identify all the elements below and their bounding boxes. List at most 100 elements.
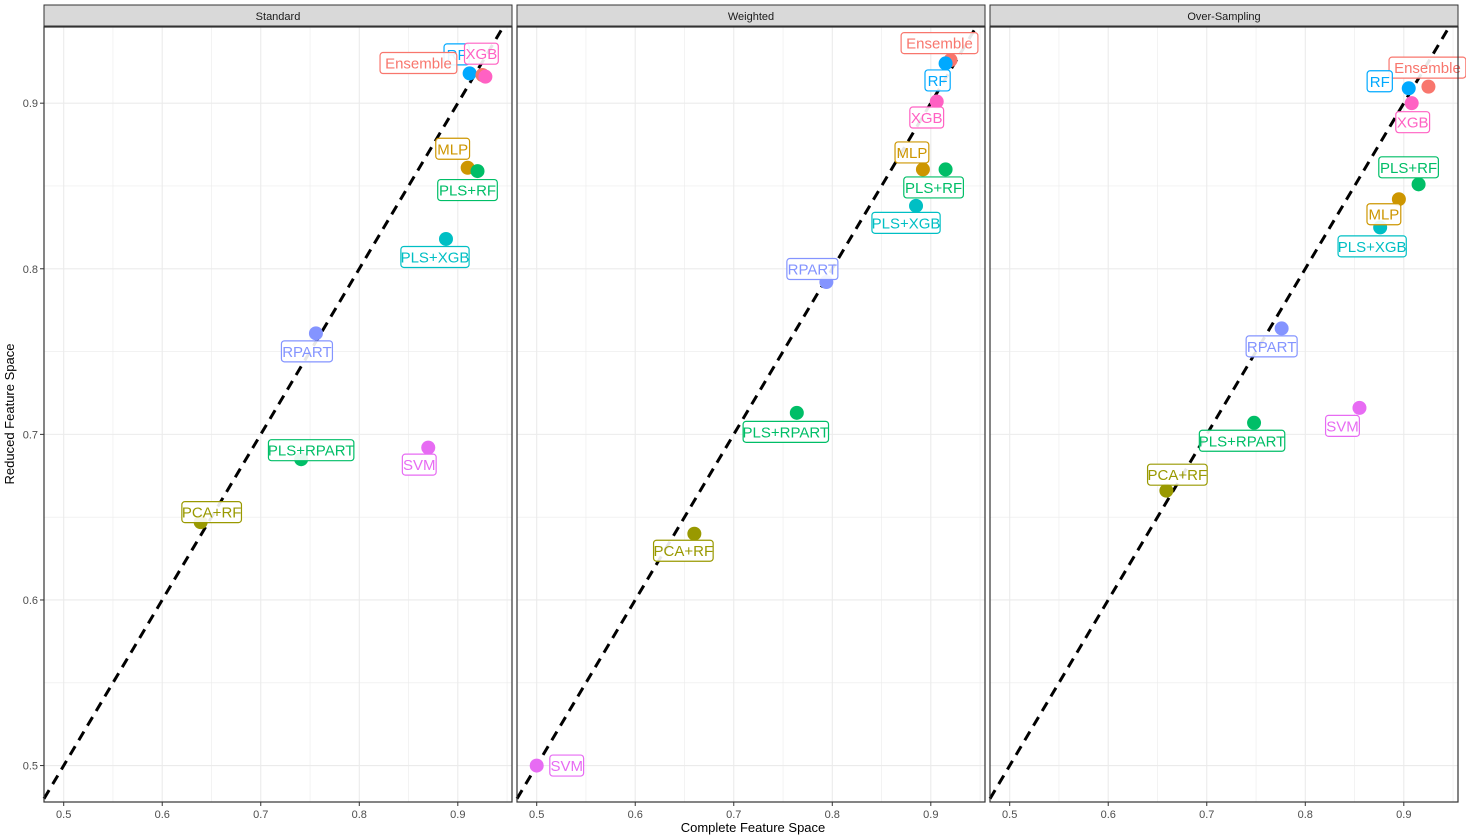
point-label-box — [1198, 429, 1286, 452]
panel-title: Standard — [256, 11, 301, 23]
x-tick-label: 0.9 — [923, 809, 938, 821]
point-label: PLS+RPART — [1198, 429, 1286, 452]
data-point — [529, 758, 544, 773]
data-point — [421, 440, 436, 455]
panel-strip — [43, 4, 513, 27]
data-point — [308, 326, 323, 341]
data-point — [1401, 81, 1416, 96]
x-tick-label: 0.7 — [1199, 809, 1214, 821]
point-label: PLS+XGB — [871, 211, 941, 234]
panel-1: Weighted Ensemble RF XGB MLP PLS+RF PLS+XGB RPA… — [515, 4, 986, 821]
x-tick-label: 0.5 — [1002, 809, 1017, 821]
point-label-text: PCA+RF — [182, 505, 242, 522]
data-point — [478, 69, 493, 84]
x-tick-label: 0.6 — [155, 809, 170, 821]
data-point — [1391, 192, 1406, 207]
point-label: PLS+RPART — [267, 439, 355, 462]
x-tick-label: 0.9 — [450, 809, 465, 821]
point-label-box — [1324, 414, 1360, 437]
data-point — [1274, 321, 1289, 336]
panel-strip — [989, 4, 1459, 27]
panel-border — [989, 26, 1459, 803]
point-label: MLP — [894, 141, 930, 164]
point-label-box — [280, 340, 334, 363]
point-label-box — [463, 42, 499, 65]
point-label-text: PLS+XGB — [872, 215, 941, 232]
point-label-text: RF — [1370, 74, 1390, 91]
point-label-box — [742, 420, 830, 443]
point-label-text: RPART — [1247, 339, 1296, 356]
data-point — [1411, 177, 1426, 192]
point-label-box — [400, 245, 470, 269]
point-label-box — [909, 106, 945, 129]
point-label-text: Ensemble — [1394, 60, 1461, 77]
point-label-text: SVM — [550, 758, 583, 775]
point-label-text: MLP — [897, 145, 928, 162]
point-label: PCA+RF — [181, 501, 243, 524]
identity-reference-line — [42, 26, 505, 800]
point-label-text: RF — [928, 73, 948, 90]
data-point — [915, 162, 930, 177]
point-label-box — [267, 439, 355, 462]
y-tick-label: 0.6 — [23, 595, 38, 607]
point-label-text: XGB — [466, 46, 498, 63]
point-label-text: PLS+RPART — [268, 443, 355, 460]
data-point — [1421, 79, 1436, 94]
point-label: Ensemble — [1388, 56, 1466, 79]
point-label-text: MLP — [437, 141, 468, 158]
identity-reference-line — [988, 26, 1451, 800]
point-label: SVM — [401, 453, 437, 476]
data-point — [438, 231, 453, 246]
point-label-text: PLS+RPART — [743, 424, 830, 441]
point-label: RPART — [786, 257, 839, 281]
point-label: PLS+RF — [1378, 156, 1439, 179]
point-label: PLS+XGB — [1337, 235, 1407, 258]
point-label: PLS+RF — [437, 178, 498, 202]
point-label-text: Ensemble — [385, 56, 452, 73]
point-label-text: PLS+RF — [439, 183, 496, 200]
point-label: PLS+XGB — [400, 245, 470, 269]
point-label-box — [181, 501, 243, 524]
point-label-text: SVM — [403, 457, 436, 474]
data-point — [687, 526, 702, 541]
panel-title: Weighted — [728, 11, 774, 23]
point-label-box — [1337, 235, 1407, 258]
point-label-text: PLS+RF — [1380, 160, 1437, 177]
data-point — [938, 162, 953, 177]
x-tick-label: 0.8 — [352, 809, 367, 821]
point-label: SVM — [549, 754, 585, 777]
x-tick-label: 0.6 — [628, 809, 643, 821]
panel-title: Over-Sampling — [1187, 11, 1260, 23]
data-point — [1159, 483, 1174, 498]
point-label-box — [437, 178, 498, 202]
point-label-box — [924, 69, 951, 92]
point-label-text: RPART — [282, 344, 331, 361]
x-tick-label: 0.7 — [726, 809, 741, 821]
point-label-box — [903, 176, 964, 199]
point-label: Ensemble — [379, 51, 458, 75]
point-label: PCA+RF — [1146, 463, 1208, 486]
point-label-box — [401, 453, 437, 476]
point-label-text: PCA+RF — [654, 543, 714, 560]
point-label-text: PCA+RF — [1148, 467, 1208, 484]
point-label-text: PLS+RPART — [1199, 433, 1286, 450]
panel-background — [44, 27, 512, 802]
point-label-text: XGB — [1397, 115, 1429, 132]
y-tick-label: 0.5 — [23, 761, 38, 773]
point-label-text: Ensemble — [906, 36, 973, 53]
data-point — [1352, 400, 1367, 415]
data-point — [1404, 96, 1419, 111]
point-label-box — [652, 539, 714, 562]
x-tick-label: 0.5 — [529, 809, 544, 821]
point-label: Ensemble — [900, 32, 979, 55]
y-axis-title: Reduced Feature Space — [2, 344, 17, 485]
panel-0: StandardRFEnsembleXGBMLPPLS+RFPLS+XGBRPA… — [23, 4, 513, 821]
point-label-text: RPART — [788, 262, 837, 279]
data-point — [789, 405, 804, 420]
point-label-text: PLS+XGB — [401, 249, 470, 266]
panel-border — [516, 26, 986, 803]
point-label-box — [894, 141, 930, 164]
point-label: XGB — [909, 106, 945, 129]
